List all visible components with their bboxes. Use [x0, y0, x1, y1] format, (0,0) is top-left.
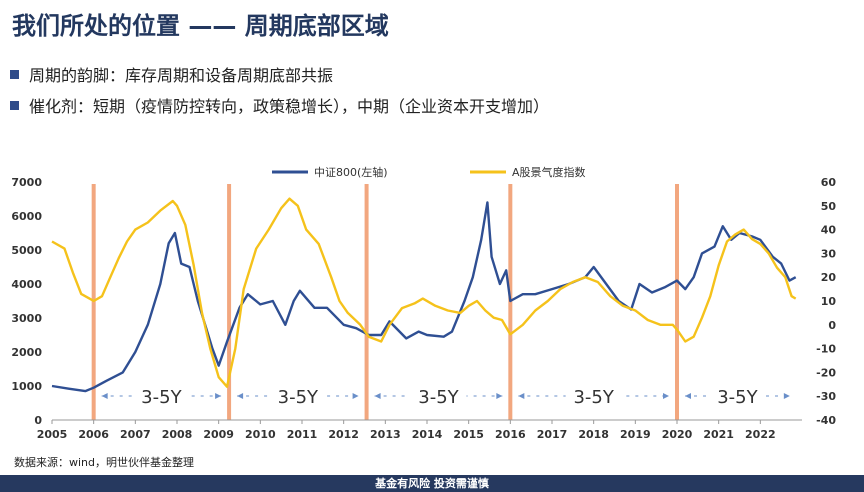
y-right-tick-label: 0 [828, 319, 836, 332]
x-tick-label: 2022 [745, 428, 776, 441]
cycle-range-label: 3-5Y [717, 387, 758, 408]
x-tick-label: 2018 [578, 428, 609, 441]
bullet-cycle-rhyme: 周期的韵脚：库存周期和设备周期底部共振 [10, 62, 333, 86]
bullet-square-icon [10, 69, 19, 79]
arrow-right-icon [352, 393, 359, 399]
cycle-marker-bar [227, 184, 232, 420]
y-left-tick-label: 2000 [11, 346, 42, 359]
y-right-tick-label: 20 [821, 271, 837, 284]
arrow-left-icon [101, 393, 108, 399]
x-tick-label: 2009 [203, 428, 234, 441]
series-lines [51, 197, 797, 393]
y-right-tick-label: -10 [816, 343, 836, 356]
cycle-label-bg [565, 384, 622, 408]
arrow-right-icon [783, 393, 790, 399]
x-tick-label: 2011 [287, 428, 318, 441]
cycle-marker-bar [675, 184, 679, 420]
cycle-marker-bar [364, 184, 369, 420]
x-tick-label: 2020 [662, 428, 693, 441]
x-tick-label: 2010 [245, 428, 276, 441]
cycle-label-bg [709, 384, 766, 408]
x-tick-label: 2017 [537, 428, 568, 441]
y-left-tick-label: 7000 [11, 176, 42, 189]
x-tick-label: 2007 [120, 428, 151, 441]
y-right-tick-label: -30 [816, 390, 836, 403]
arrow-right-icon [215, 393, 222, 399]
y-left-tick-label: 5000 [11, 244, 42, 257]
x-tick-label: 2019 [620, 428, 651, 441]
x-tick-label: 2016 [495, 428, 526, 441]
x-tick-label: 2021 [703, 428, 734, 441]
x-tick-label: 2008 [162, 428, 193, 441]
y-right-tick-label: -40 [816, 414, 836, 427]
page-title: 我们所处的位置 —— 周期底部区域 [12, 12, 389, 40]
cycle-label-bg [269, 384, 326, 408]
cycle-range-label: 3-5Y [418, 387, 459, 408]
arrow-left-icon [518, 393, 525, 399]
cycle-label-bg [410, 384, 467, 408]
arrow-left-icon [374, 393, 381, 399]
cycle-chart: 中证800(左轴) A股景气度指数 0 1000 2000 3000 4000 5000 60… [11, 165, 836, 441]
chart-axes: 0 1000 2000 3000 4000 5000 6000 7000 -40 -30 -20 -1… [11, 176, 836, 441]
y-left-tick-label: 4000 [11, 278, 42, 291]
x-tick-label: 2006 [78, 428, 109, 441]
cycle-ranges: 3-5Y 3-5Y 3-5Y 3-5Y 3-5Y [101, 384, 790, 408]
bullet-text: 催化剂：短期（疫情防控转向，政策稳增长），中期（企业资本开支增加） [29, 97, 550, 116]
y-left-tick-label: 3000 [11, 312, 42, 325]
bullet-square-icon [10, 100, 19, 110]
cycle-range-label: 3-5Y [141, 387, 182, 408]
arrow-right-icon [496, 393, 503, 399]
y-left-tick-label: 1000 [11, 380, 42, 393]
arrow-left-icon [237, 393, 244, 399]
x-tick-label: 2015 [453, 428, 484, 441]
cycle-range-label: 3-5Y [573, 387, 614, 408]
y-right-tick-label: 10 [821, 295, 837, 308]
y-left-tick-label: 6000 [11, 210, 42, 223]
arrow-left-icon [685, 393, 691, 399]
bullet-catalyst: 催化剂：短期（疫情防控转向，政策稳增长），中期（企业资本开支增加） [10, 93, 549, 117]
x-tick-label: 2014 [412, 428, 443, 441]
arrow-right-icon [663, 393, 669, 399]
y-right-tick-label: -20 [816, 366, 836, 379]
bullet-text: 周期的韵脚：库存周期和设备周期底部共振 [29, 66, 334, 85]
series-line [51, 197, 797, 388]
series-line [51, 201, 797, 393]
data-source-note: 数据来源：wind，明世伙伴基金整理 [14, 456, 195, 469]
x-tick-label: 2012 [328, 428, 359, 441]
chart-legend: 中证800(左轴) A股景气度指数 [272, 165, 586, 179]
x-tick-label: 2013 [370, 428, 401, 441]
legend-label: 中证800(左轴) [314, 165, 388, 179]
y-right-tick-label: 60 [821, 176, 837, 189]
y-left-tick-label: 0 [34, 414, 42, 427]
y-right-tick-label: 30 [821, 247, 837, 260]
y-right-tick-label: 50 [821, 200, 837, 213]
legend-label: A股景气度指数 [512, 165, 586, 179]
x-tick-label: 2005 [37, 428, 68, 441]
risk-footer: 基金有风险 投资需谨慎 [0, 475, 864, 492]
cycle-range-label: 3-5Y [278, 387, 319, 408]
y-right-tick-label: 40 [821, 224, 837, 237]
cycle-label-bg [133, 384, 190, 408]
